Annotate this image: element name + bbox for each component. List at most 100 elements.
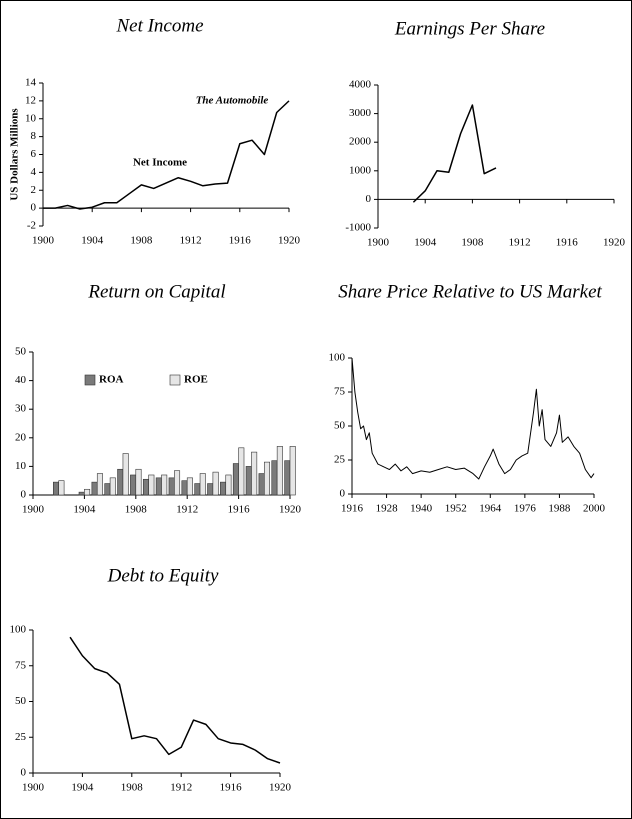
x-tick-label: 1908 — [121, 782, 144, 794]
y-tick-label: 1000 — [349, 164, 372, 176]
bar — [155, 477, 162, 496]
y-tick-label: 75 — [334, 386, 346, 398]
chart-title: Debt to Equity — [107, 565, 219, 586]
bar — [122, 453, 129, 496]
y-tick-label: 4 — [31, 166, 37, 178]
data-line — [412, 104, 497, 203]
bar — [96, 473, 103, 496]
y-tick-label: 6 — [31, 148, 37, 160]
annotation: Net Income — [133, 157, 187, 169]
bar — [212, 471, 219, 496]
x-tick-label: 1940 — [410, 503, 433, 515]
bar — [251, 451, 258, 496]
legend-swatch — [84, 374, 96, 386]
bar — [104, 483, 111, 496]
x-tick-label: 1908 — [125, 504, 148, 516]
bar — [276, 446, 283, 496]
y-tick-label: 0 — [340, 488, 346, 500]
bar — [174, 470, 181, 496]
x-tick-label: 1964 — [479, 503, 502, 515]
y-tick-label: 40 — [15, 374, 27, 386]
x-tick-label: 1900 — [22, 782, 45, 794]
bar — [84, 488, 91, 496]
legend-label: ROA — [99, 374, 124, 386]
y-tick-label: -2 — [27, 220, 36, 232]
bar — [78, 491, 85, 496]
x-tick-label: 1900 — [367, 237, 390, 249]
y-tick-label: 30 — [15, 403, 27, 415]
x-tick-label: 1928 — [376, 503, 399, 515]
bar — [284, 460, 291, 496]
y-tick-label: 8 — [31, 130, 37, 142]
x-tick-label: 1952 — [445, 503, 467, 515]
y-tick-label: 0 — [21, 489, 27, 501]
y-tick-label: 50 — [15, 346, 27, 358]
x-tick-label: 1900 — [22, 504, 45, 516]
y-tick-label: 3000 — [349, 107, 372, 119]
chart-title: Net Income — [115, 15, 203, 36]
x-tick-label: 1904 — [73, 504, 96, 516]
y-tick-label: 10 — [25, 112, 37, 124]
x-tick-label: 1916 — [341, 503, 364, 515]
x-tick-label: 1904 — [414, 237, 437, 249]
bar — [258, 473, 265, 496]
x-tick-label: 1920 — [278, 235, 301, 247]
y-tick-label: 0 — [31, 202, 37, 214]
data-line — [69, 636, 281, 764]
x-tick-label: 1908 — [130, 235, 153, 247]
chart-title: Earnings Per Share — [394, 18, 545, 39]
bar — [245, 466, 252, 496]
x-tick-label: 1912 — [180, 235, 202, 247]
x-tick-label: 1912 — [176, 504, 198, 516]
y-tick-label: 75 — [15, 659, 27, 671]
x-tick-label: 1920 — [279, 504, 302, 516]
chart-title: Share Price Relative to US Market — [338, 281, 602, 302]
y-tick-label: 2 — [31, 184, 37, 196]
bar — [148, 474, 155, 496]
bar — [130, 474, 137, 496]
annotation: The Automobile — [196, 95, 269, 107]
x-tick-label: 1912 — [509, 237, 531, 249]
x-tick-label: 1916 — [228, 504, 251, 516]
y-tick-label: 0 — [21, 767, 27, 779]
bar — [225, 474, 232, 496]
y-tick-label: 25 — [334, 454, 346, 466]
x-tick-label: 1916 — [229, 235, 252, 247]
x-tick-label: 1908 — [461, 237, 484, 249]
x-tick-label: 1920 — [603, 237, 626, 249]
bar — [199, 473, 206, 496]
bar — [194, 483, 201, 496]
bar — [53, 481, 60, 496]
bar — [109, 477, 116, 496]
bar — [238, 447, 245, 496]
bar — [271, 460, 278, 496]
y-tick-label: 12 — [25, 94, 36, 106]
bar — [168, 477, 175, 496]
bar — [207, 483, 214, 496]
x-tick-label: 1916 — [220, 782, 243, 794]
y-tick-label: 10 — [15, 460, 27, 472]
bar — [161, 474, 168, 496]
data-line — [43, 100, 290, 210]
x-tick-label: 1988 — [548, 503, 571, 515]
bar — [181, 480, 188, 496]
y-tick-label: 100 — [10, 624, 27, 636]
bar — [135, 468, 142, 496]
y-tick-label: -1000 — [345, 222, 371, 234]
x-tick-label: 1900 — [32, 235, 55, 247]
bar — [263, 461, 270, 496]
y-tick-label: 25 — [15, 731, 27, 743]
y-tick-label: 14 — [25, 77, 37, 89]
y-tick-label: 0 — [366, 193, 372, 205]
legend-swatch — [169, 374, 181, 386]
y-tick-label: 20 — [15, 431, 27, 443]
bar — [91, 481, 98, 496]
data-line — [351, 357, 595, 480]
bar — [186, 477, 193, 496]
y-axis-label: US Dollars Millions — [9, 108, 21, 201]
bar — [117, 468, 124, 496]
x-tick-label: 1916 — [556, 237, 579, 249]
bar — [232, 463, 239, 496]
x-tick-label: 1912 — [170, 782, 192, 794]
